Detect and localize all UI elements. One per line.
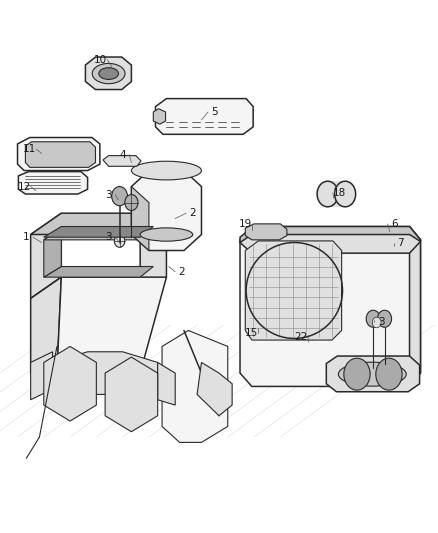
Polygon shape bbox=[326, 356, 420, 392]
Polygon shape bbox=[245, 241, 342, 340]
Polygon shape bbox=[18, 138, 100, 171]
Polygon shape bbox=[53, 352, 158, 394]
Polygon shape bbox=[85, 57, 131, 90]
Circle shape bbox=[372, 317, 381, 328]
Polygon shape bbox=[31, 213, 166, 235]
Polygon shape bbox=[240, 227, 420, 386]
Polygon shape bbox=[410, 227, 420, 386]
Text: 18: 18 bbox=[333, 188, 346, 198]
Text: 4: 4 bbox=[119, 150, 126, 159]
Circle shape bbox=[125, 195, 138, 211]
Text: 11: 11 bbox=[23, 144, 36, 154]
Text: 5: 5 bbox=[211, 107, 218, 117]
Ellipse shape bbox=[338, 362, 406, 386]
Polygon shape bbox=[153, 109, 166, 124]
Polygon shape bbox=[31, 352, 53, 400]
Polygon shape bbox=[328, 181, 345, 207]
Polygon shape bbox=[131, 171, 201, 251]
Polygon shape bbox=[140, 213, 166, 298]
Ellipse shape bbox=[99, 68, 118, 79]
Polygon shape bbox=[44, 229, 153, 240]
Polygon shape bbox=[158, 362, 175, 405]
Text: 6: 6 bbox=[391, 219, 398, 229]
Polygon shape bbox=[25, 142, 95, 167]
Ellipse shape bbox=[92, 63, 125, 84]
Ellipse shape bbox=[140, 228, 193, 241]
Circle shape bbox=[112, 187, 127, 206]
Polygon shape bbox=[44, 346, 96, 421]
Text: 3: 3 bbox=[105, 232, 112, 242]
Circle shape bbox=[344, 358, 370, 390]
Text: 2: 2 bbox=[189, 208, 196, 218]
Polygon shape bbox=[162, 330, 228, 442]
Polygon shape bbox=[103, 156, 141, 166]
Polygon shape bbox=[197, 362, 232, 416]
Polygon shape bbox=[31, 213, 61, 298]
Polygon shape bbox=[240, 227, 420, 243]
Polygon shape bbox=[44, 266, 153, 277]
Polygon shape bbox=[105, 357, 158, 432]
Circle shape bbox=[378, 310, 392, 327]
Text: 7: 7 bbox=[397, 238, 404, 247]
Circle shape bbox=[335, 181, 356, 207]
Polygon shape bbox=[44, 227, 153, 237]
Text: 3: 3 bbox=[105, 190, 112, 199]
Polygon shape bbox=[31, 277, 166, 298]
Polygon shape bbox=[245, 224, 287, 240]
Polygon shape bbox=[31, 277, 61, 373]
Polygon shape bbox=[57, 277, 166, 373]
Polygon shape bbox=[44, 229, 61, 277]
Text: 3: 3 bbox=[378, 318, 385, 327]
Text: 2: 2 bbox=[178, 267, 185, 277]
Text: 12: 12 bbox=[18, 182, 31, 191]
Polygon shape bbox=[240, 228, 420, 253]
Circle shape bbox=[376, 358, 402, 390]
Polygon shape bbox=[131, 187, 149, 251]
Polygon shape bbox=[18, 172, 88, 194]
Polygon shape bbox=[155, 99, 253, 134]
Circle shape bbox=[317, 181, 338, 207]
Ellipse shape bbox=[131, 161, 201, 180]
Text: 22: 22 bbox=[295, 332, 308, 342]
Text: 10: 10 bbox=[94, 55, 107, 64]
Text: 19: 19 bbox=[239, 219, 252, 229]
Text: 15: 15 bbox=[245, 328, 258, 338]
Circle shape bbox=[366, 310, 380, 327]
Text: 1: 1 bbox=[23, 232, 30, 242]
Circle shape bbox=[114, 235, 125, 247]
